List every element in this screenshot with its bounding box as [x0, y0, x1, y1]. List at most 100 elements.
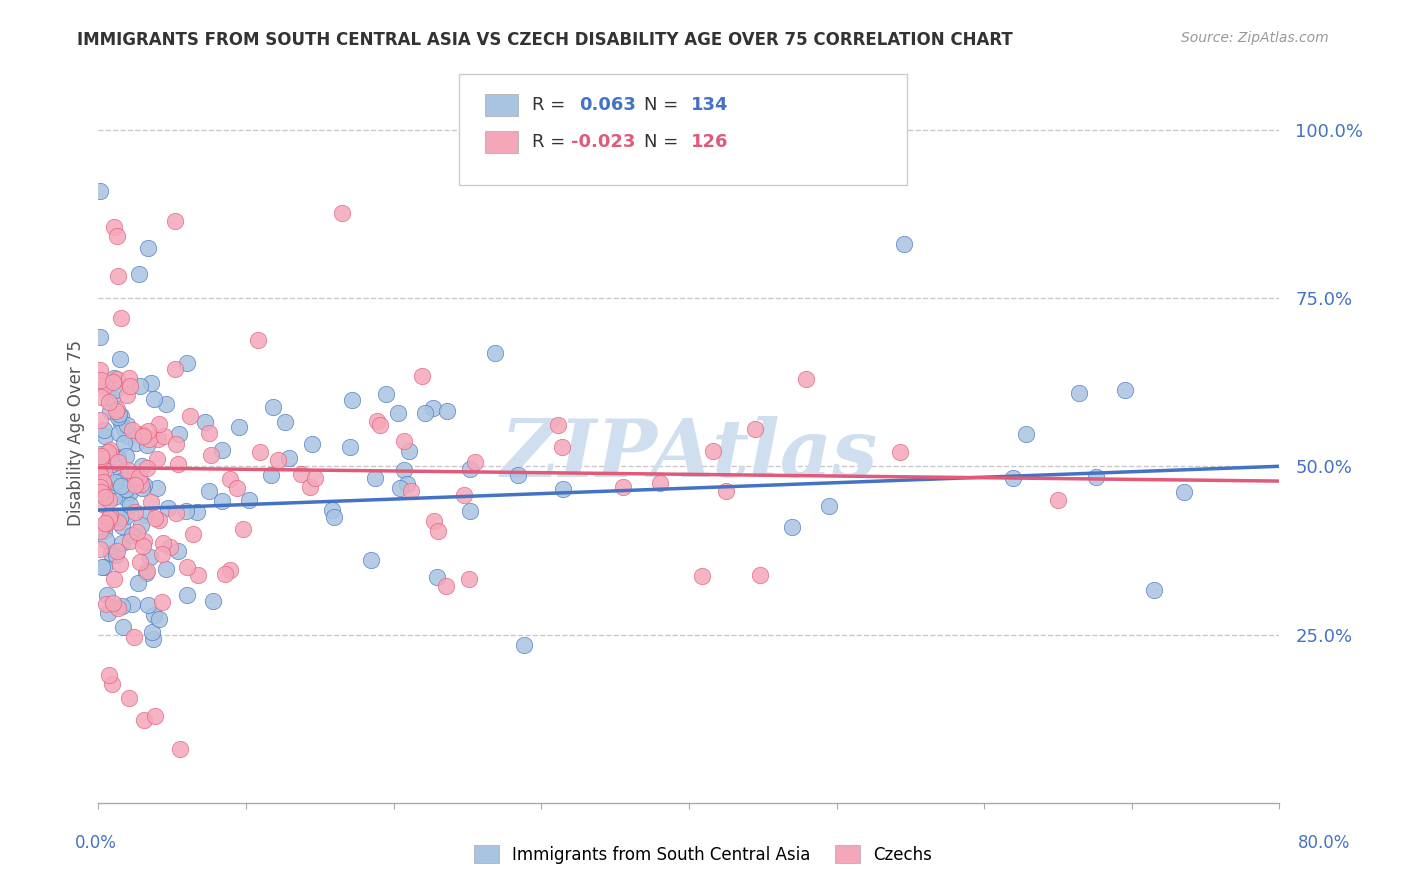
- Point: [290, 467, 312, 482]
- Point: [155, 561, 177, 575]
- Point: [121, 527, 143, 541]
- Point: [364, 470, 387, 484]
- Point: [138, 549, 160, 564]
- Point: [181, 526, 204, 541]
- Point: [360, 553, 382, 567]
- Point: [650, 475, 672, 490]
- Point: [90, 447, 112, 461]
- Point: [274, 415, 297, 429]
- Point: [114, 508, 136, 523]
- Point: [90, 497, 112, 511]
- Point: [114, 482, 136, 496]
- Point: [716, 483, 738, 498]
- Point: [118, 533, 141, 548]
- Point: [464, 455, 486, 469]
- Point: [93, 477, 115, 491]
- Point: [129, 518, 152, 533]
- Point: [219, 563, 242, 577]
- Point: [436, 403, 458, 417]
- Point: [780, 520, 803, 534]
- Point: [110, 409, 132, 423]
- Point: [93, 559, 115, 574]
- Point: [238, 492, 260, 507]
- Point: [422, 514, 444, 528]
- Point: [218, 473, 240, 487]
- Point: [107, 426, 129, 441]
- Point: [121, 597, 143, 611]
- Point: [304, 471, 326, 485]
- Point: [484, 345, 506, 359]
- Point: [97, 395, 120, 409]
- Point: [128, 470, 150, 484]
- Point: [89, 330, 111, 344]
- Point: [90, 484, 112, 499]
- Point: [298, 480, 321, 494]
- Point: [165, 506, 187, 520]
- Point: [118, 379, 141, 393]
- Point: [211, 493, 233, 508]
- Point: [135, 566, 157, 581]
- Point: [167, 457, 190, 471]
- Point: [165, 214, 187, 228]
- Point: [176, 588, 198, 602]
- Point: [118, 371, 141, 385]
- Point: [513, 638, 536, 652]
- Point: [124, 435, 146, 450]
- Point: [388, 481, 411, 495]
- Point: [426, 524, 449, 538]
- Point: [90, 390, 112, 404]
- Point: [90, 451, 112, 466]
- Point: [339, 440, 361, 454]
- Point: [134, 714, 156, 728]
- Point: [98, 508, 121, 523]
- Point: [101, 458, 124, 472]
- Bar: [485, 95, 517, 117]
- Point: [398, 444, 420, 458]
- Point: [93, 490, 115, 504]
- Point: [135, 437, 157, 451]
- Point: [128, 474, 150, 488]
- Point: [115, 418, 138, 433]
- Point: [612, 480, 634, 494]
- Point: [702, 444, 724, 458]
- Point: [98, 404, 121, 418]
- Point: [112, 436, 135, 450]
- Point: [97, 449, 120, 463]
- Point: [91, 475, 114, 489]
- Point: [107, 600, 129, 615]
- Point: [118, 484, 141, 499]
- Text: N =: N =: [644, 96, 685, 114]
- FancyBboxPatch shape: [458, 73, 907, 185]
- Point: [110, 510, 132, 524]
- Point: [104, 383, 127, 397]
- Point: [117, 463, 139, 477]
- Point: [411, 368, 433, 383]
- Point: [142, 632, 165, 647]
- Point: [165, 437, 187, 451]
- Point: [100, 391, 122, 405]
- Point: [186, 505, 208, 519]
- Point: [226, 481, 249, 495]
- Point: [107, 450, 129, 465]
- Point: [97, 444, 120, 458]
- Point: [94, 379, 117, 393]
- Point: [744, 422, 766, 436]
- Point: [232, 522, 254, 536]
- Point: [136, 241, 159, 255]
- Point: [143, 708, 166, 723]
- Point: [202, 594, 225, 608]
- Point: [127, 576, 149, 591]
- Point: [129, 378, 152, 392]
- Point: [748, 568, 770, 582]
- Point: [103, 573, 125, 587]
- Point: [159, 540, 181, 554]
- Point: [141, 624, 163, 639]
- Point: [90, 449, 112, 463]
- Point: [97, 511, 120, 525]
- Point: [508, 467, 530, 482]
- Point: [129, 555, 152, 569]
- Point: [1015, 427, 1038, 442]
- Point: [105, 404, 128, 418]
- Point: [551, 483, 574, 497]
- Point: [139, 494, 162, 508]
